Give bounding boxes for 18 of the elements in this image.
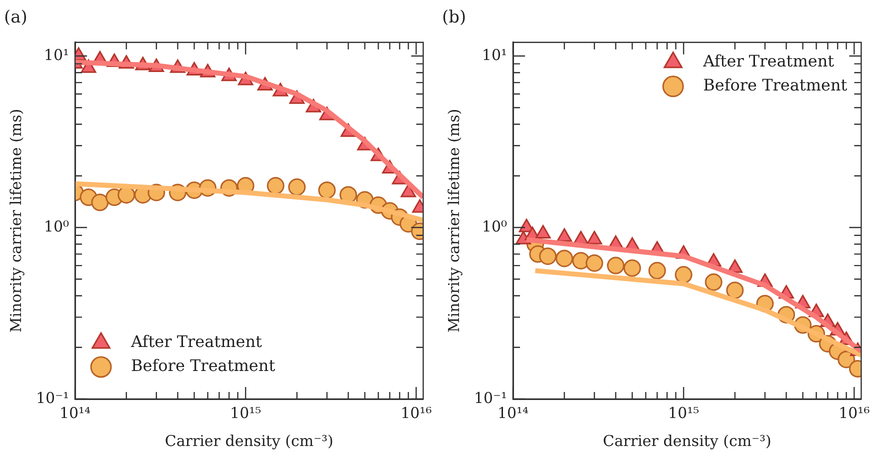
y-axis-title: Minority carrier lifetime (ms)	[6, 108, 25, 333]
y-tick-label: 10⁰	[482, 217, 508, 236]
chart-title: (a)	[4, 8, 28, 28]
legend-label: Before Treatment	[131, 356, 276, 376]
y-tick-label: 10⁰	[44, 217, 70, 236]
y-tick-label: 10¹	[482, 46, 508, 64]
x-tick-label: 10¹⁵	[668, 404, 700, 422]
legend-label: Before Treatment	[703, 76, 848, 95]
x-tick-label: 10¹⁶	[838, 404, 870, 422]
y-axis-title: Minority carrier lifetime (ms)	[444, 108, 463, 333]
x-axis-title: Carrier density (cm⁻³)	[602, 432, 772, 450]
chart-title: (b)	[442, 8, 466, 28]
y-tick-label: 10¹	[44, 46, 70, 64]
x-tick-label: 10¹⁵	[230, 404, 262, 422]
x-axis-title: Carrier density (cm⁻³)	[164, 432, 334, 450]
legend-label: After Treatment	[702, 52, 835, 71]
x-tick-label: 10¹⁶	[400, 404, 432, 422]
legend-label: After Treatment	[130, 332, 263, 352]
